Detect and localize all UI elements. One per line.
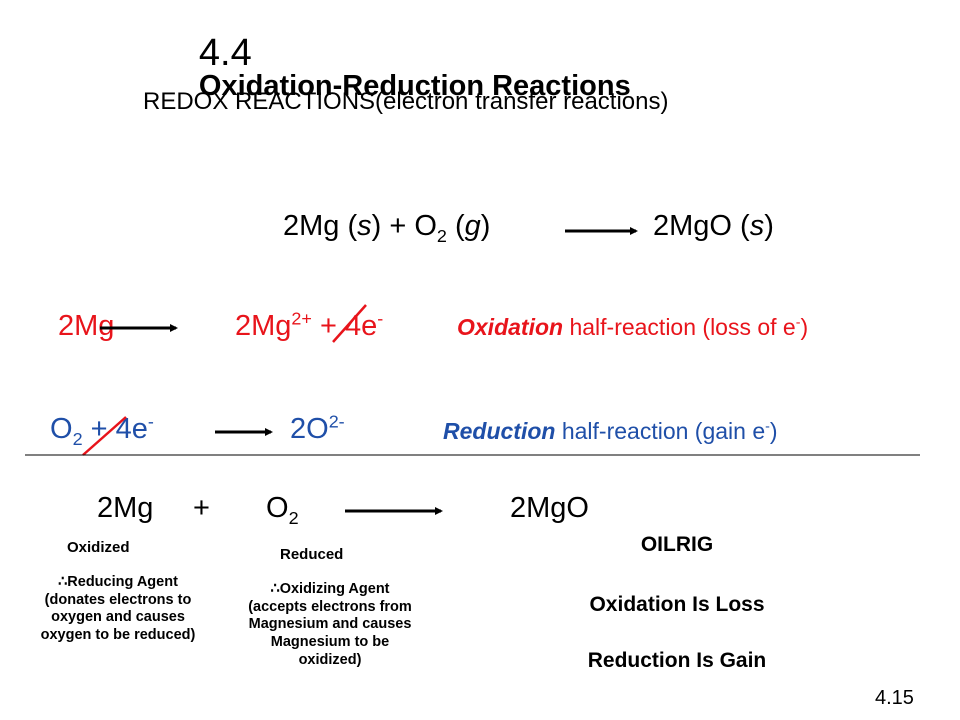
oxidation-left: 2Mg <box>58 310 115 342</box>
t: Oxidation <box>457 314 564 340</box>
reduction-right: 2O2- <box>290 412 345 445</box>
reduction-description: Reduction half-reaction (gain e-) <box>443 418 778 444</box>
t: ) <box>769 418 778 444</box>
t: 2 <box>288 507 299 528</box>
t: ) <box>764 210 774 242</box>
overall-reactants: 2Mg (s) + O2 (g) <box>283 210 491 245</box>
net-o2: O2 <box>266 492 299 527</box>
cancel-slash <box>82 416 127 456</box>
title-text: Oxidation-Reduction Reactions <box>198 70 631 102</box>
t: g <box>464 210 481 242</box>
t: - <box>147 411 154 432</box>
title-number: 4.4 <box>198 32 252 74</box>
t: + 4e <box>311 310 378 342</box>
subtitle: REDOX REACTIONS(electron transfer reacti… <box>143 88 669 115</box>
oxidation-right: 2Mg2+ + 4e- <box>235 309 383 342</box>
t: Reduction <box>443 418 556 444</box>
page-number: 4.15 <box>875 687 914 709</box>
mnemonic-title: OILRIG <box>640 533 714 556</box>
mnemonic-line: Oxidation Is Loss <box>589 593 765 616</box>
mnemonic-line: Reduction Is Gain <box>587 649 767 672</box>
t: 2Mg ( <box>283 210 358 242</box>
t: half-reaction (gain e <box>555 418 766 444</box>
t: half-reaction (loss of e <box>563 314 796 340</box>
t: 2+ <box>291 308 312 329</box>
oxidizing-agent: ∴Oxidizing Agent (accepts electrons from… <box>248 581 412 668</box>
t: 2O <box>290 413 329 445</box>
net-plus: + <box>193 492 210 524</box>
t: 2 <box>72 428 83 449</box>
t: ) <box>800 314 809 340</box>
t: s <box>357 210 372 242</box>
oxidized: Oxidized <box>67 539 130 556</box>
reduced: Reduced <box>280 546 344 563</box>
reduction-left: O2 + 4e- <box>50 412 154 447</box>
t: O <box>50 413 73 445</box>
reducing-agent: ∴Reducing Agent (donates electrons to ox… <box>40 574 196 644</box>
t: - <box>765 418 770 435</box>
title: 4.4 Oxidation-Reduction Reactions <box>190 18 631 101</box>
oxidation-description: Oxidation half-reaction (loss of e-) <box>457 314 809 340</box>
net-product: 2MgO <box>510 492 589 524</box>
t: - <box>795 314 801 331</box>
t: 2 <box>436 225 447 246</box>
overall-product: 2MgO (s) <box>653 212 774 241</box>
t: ( <box>446 210 465 242</box>
t: O <box>266 492 289 524</box>
t: - <box>377 308 384 329</box>
t: 2Mg <box>235 310 292 342</box>
cancel-slash <box>332 304 367 343</box>
t: ) <box>480 210 491 242</box>
t: + 4e <box>82 413 148 445</box>
t: s <box>749 210 765 242</box>
t: ) + O <box>371 210 437 242</box>
t: 2- <box>328 411 345 432</box>
net-mg: 2Mg <box>97 492 154 524</box>
t: 2MgO ( <box>653 210 750 242</box>
